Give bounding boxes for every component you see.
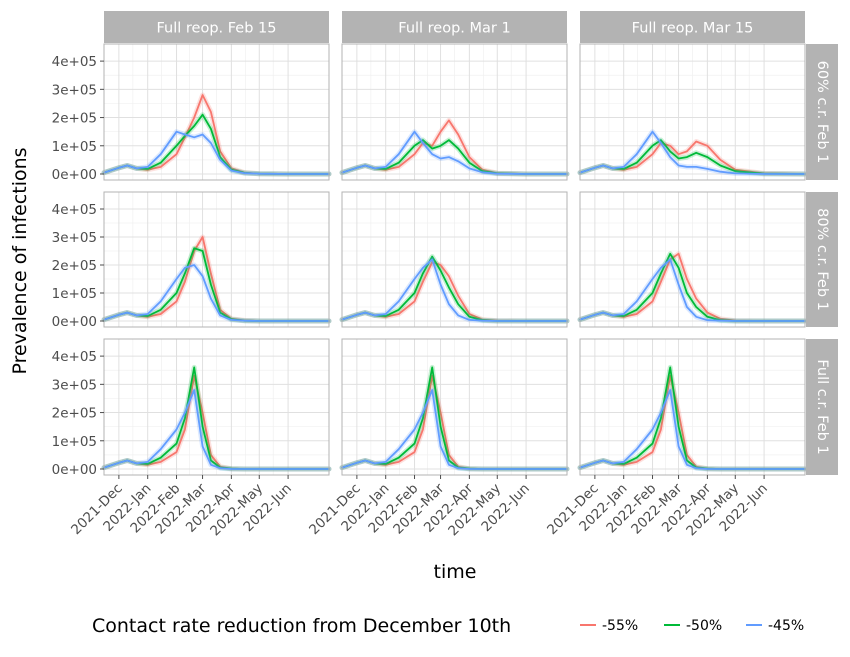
panel-border <box>103 191 330 328</box>
facet-strip-row <box>806 192 838 327</box>
series-line <box>341 258 568 322</box>
y-tick-label: 4e+05 <box>52 202 97 218</box>
y-tick-label: 2e+05 <box>52 406 97 422</box>
facet-strip-column-label: Full reop. Mar 1 <box>398 21 510 37</box>
panel-border <box>103 43 330 181</box>
series-line <box>579 389 806 470</box>
facet-strip-column <box>104 11 329 43</box>
y-tick-label: 2e+05 <box>52 111 97 127</box>
facet-strip-row-label: 60% c.r. Feb 1 <box>814 61 830 164</box>
y-axis-title: Prevalence of infections <box>9 147 31 374</box>
panel-border <box>579 338 806 476</box>
series-line <box>103 264 330 322</box>
facet-strip-row <box>806 339 838 475</box>
y-tick-label: 2e+05 <box>52 258 97 274</box>
y-tick-label: 1e+05 <box>52 434 97 450</box>
panel-border <box>579 43 806 181</box>
series-line <box>103 389 330 470</box>
y-tick-label: 3e+05 <box>52 377 97 393</box>
panel-border <box>341 43 568 181</box>
y-tick-label: 3e+05 <box>52 230 97 246</box>
legend-label: -50% <box>686 618 722 634</box>
y-tick-label: 4e+05 <box>52 349 97 365</box>
y-tick-label: 1e+05 <box>52 286 97 302</box>
facet-strip-column <box>580 11 805 43</box>
panel-border <box>341 191 568 328</box>
y-tick-label: 4e+05 <box>52 54 97 70</box>
legend-title: Contact rate reduction from December 10t… <box>92 615 511 637</box>
series-line <box>579 258 806 322</box>
y-tick-label: 1e+05 <box>52 139 97 155</box>
facet-strip-column-label: Full reop. Feb 15 <box>157 21 277 37</box>
legend-label: -45% <box>768 618 804 634</box>
panel-border <box>103 338 330 476</box>
y-tick-label: 0e+00 <box>52 462 97 478</box>
y-tick-label: 0e+00 <box>52 314 97 330</box>
panel-border <box>341 338 568 476</box>
facet-strip-row-label: 80% c.r. Feb 1 <box>814 208 830 311</box>
series-line <box>103 130 330 175</box>
facet-strip-column <box>342 11 567 43</box>
facet-strip-column-label: Full reop. Mar 15 <box>632 21 754 37</box>
x-axis-title: time <box>434 561 477 583</box>
y-tick-label: 3e+05 <box>52 82 97 98</box>
panel-border <box>579 191 806 328</box>
y-tick-label: 0e+00 <box>52 167 97 183</box>
series-line <box>579 130 806 175</box>
facet-strip-row-label: Full c.r. Feb 1 <box>814 359 830 454</box>
series-line <box>341 130 568 175</box>
facet-strip-row <box>806 44 838 180</box>
legend-label: -55% <box>602 618 638 634</box>
series-line <box>341 389 568 470</box>
